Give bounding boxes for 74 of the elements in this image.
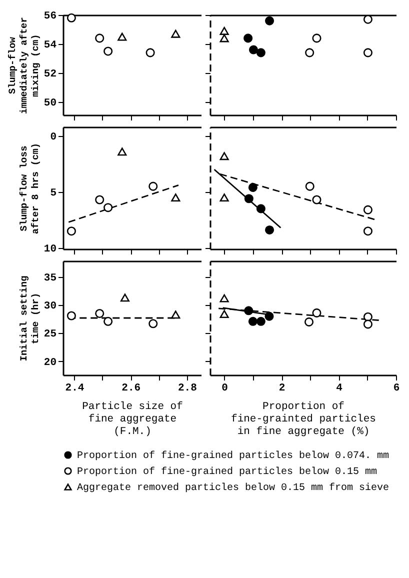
point <box>363 48 372 58</box>
point <box>305 182 314 191</box>
point <box>305 48 314 58</box>
y-tick-label: 54 <box>44 39 56 52</box>
x-tick-label: 2 <box>278 382 286 394</box>
y-tick-label: 10 <box>44 243 56 256</box>
x-axis-title: Proportion of fine-grainted particles in fine aggregate (%) <box>231 401 376 438</box>
y-tick-label: 56 <box>44 10 56 22</box>
point <box>104 316 113 326</box>
point <box>95 34 104 43</box>
y-axis-title: Initial setting time (hr) <box>18 275 41 362</box>
x-tick-label: 2.8 <box>178 382 197 394</box>
y-axis-title: Slump-flow loss after 8 hrs (cm) <box>18 142 41 234</box>
point <box>120 294 130 302</box>
point <box>171 30 180 38</box>
y-tick-label: 35 <box>44 272 56 284</box>
y-tick-label: 30 <box>44 300 56 313</box>
point <box>220 294 229 302</box>
point <box>66 13 76 22</box>
y-tick-label: 25 <box>44 328 56 341</box>
point <box>304 317 314 326</box>
x-tick-label: 0 <box>222 382 228 394</box>
point <box>312 308 322 318</box>
point <box>220 152 229 160</box>
point <box>256 204 266 214</box>
point <box>95 308 104 318</box>
x-axis-title: Particle size of fine aggregate (F.M.) <box>82 401 183 438</box>
point <box>66 226 76 236</box>
y-tick-label: 20 <box>44 356 56 369</box>
point <box>171 194 180 202</box>
point <box>363 320 372 329</box>
point <box>264 16 274 26</box>
point <box>244 194 254 204</box>
y-tick-label: 50 <box>44 97 56 110</box>
point <box>312 195 322 204</box>
point <box>95 195 104 204</box>
point <box>244 306 254 316</box>
legend-label: Aggregate removed particles below 0.15 mm from sieve <box>77 482 390 494</box>
point <box>312 34 322 43</box>
point <box>256 48 266 58</box>
point <box>363 312 372 322</box>
x-tick-label: 6 <box>393 382 400 394</box>
point <box>104 46 113 56</box>
point <box>363 226 372 236</box>
point <box>148 319 158 328</box>
point <box>248 182 258 192</box>
point <box>264 312 274 321</box>
point <box>118 148 127 156</box>
point <box>248 45 258 54</box>
legend-label: Proportion of fine-grained particles below 0.074. mm <box>77 450 390 462</box>
point <box>248 316 258 326</box>
point <box>244 34 253 43</box>
point <box>363 14 372 24</box>
y-tick-label: 0 <box>50 131 56 144</box>
legend-label: Proportion of fine-grained particles below 0.15 mm <box>77 466 378 478</box>
point <box>220 310 229 318</box>
point <box>220 26 229 35</box>
point <box>171 310 180 319</box>
point <box>148 182 158 191</box>
x-tick-label: 2.4 <box>65 382 84 394</box>
x-tick-label: 2.6 <box>122 382 141 394</box>
point <box>256 316 266 326</box>
point <box>363 205 372 214</box>
point <box>66 311 76 320</box>
point <box>264 225 274 234</box>
point <box>146 48 155 58</box>
point <box>220 194 229 202</box>
point <box>220 34 229 42</box>
point <box>118 32 127 41</box>
y-tick-label: 5 <box>50 187 56 200</box>
y-tick-label: 52 <box>44 68 56 80</box>
point <box>104 203 113 212</box>
x-tick-label: 4 <box>336 382 342 394</box>
y-axis-title: Slump-flow immediately after mixing (cm) <box>6 16 41 114</box>
